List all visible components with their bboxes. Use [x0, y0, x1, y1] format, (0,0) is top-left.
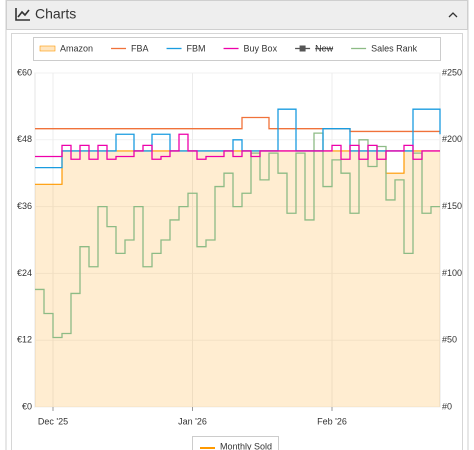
legend-label[interactable]: Amazon: [60, 43, 93, 53]
y-tick-label: €0: [22, 401, 32, 411]
y2-tick-label: #50: [442, 335, 457, 345]
legend-label[interactable]: FBA: [131, 43, 149, 53]
series-line: [35, 108, 441, 169]
legend-label[interactable]: FBM: [187, 43, 206, 53]
panel-title: Charts: [35, 6, 76, 22]
legend-swatch[interactable]: [39, 45, 56, 52]
series-line: [35, 133, 440, 160]
y2-tick-label: #100: [442, 268, 462, 278]
legend-label[interactable]: Buy Box: [244, 43, 278, 53]
chart-icon: [15, 8, 30, 21]
series-line: [35, 116, 440, 133]
x-tick-label: Jan '26: [178, 416, 207, 426]
legend-marker[interactable]: [299, 45, 306, 52]
collapse-caret[interactable]: [448, 12, 458, 18]
y-tick-label: €36: [17, 201, 32, 211]
legend-label[interactable]: New: [315, 43, 334, 53]
series-line: [35, 132, 440, 339]
y2-tick-label: #250: [442, 67, 462, 77]
bottom-legend-box: [192, 436, 279, 450]
y-tick-label: €48: [17, 134, 32, 144]
y2-tick-label: #0: [442, 401, 452, 411]
panel-header[interactable]: [6, 0, 468, 30]
series-area: [35, 150, 440, 407]
x-tick-label: Feb '26: [317, 416, 347, 426]
y2-tick-label: #200: [442, 134, 462, 144]
y-tick-label: €24: [17, 268, 32, 278]
legend-label[interactable]: Sales Rank: [371, 43, 418, 53]
y-tick-label: €12: [17, 335, 32, 345]
legend-label[interactable]: Monthly Sold: [220, 441, 272, 450]
y-tick-label: €60: [17, 67, 32, 77]
x-tick-label: Dec '25: [38, 416, 68, 426]
y2-tick-label: #150: [442, 201, 462, 211]
